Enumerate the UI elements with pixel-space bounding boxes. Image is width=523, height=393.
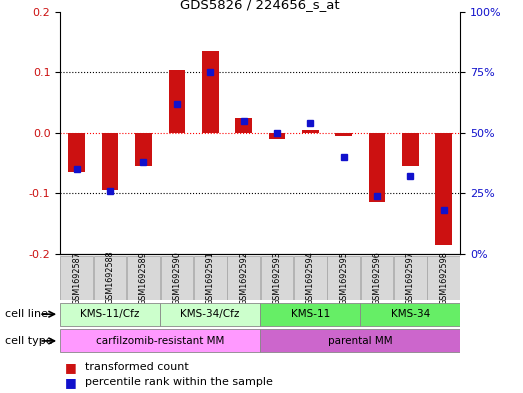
Text: ■: ■	[65, 361, 77, 374]
Bar	[61, 255, 93, 300]
Bar	[427, 255, 460, 300]
Bar	[360, 303, 460, 326]
Bar	[127, 255, 160, 300]
Text: GSM1692596: GSM1692596	[372, 251, 381, 305]
Bar	[260, 329, 460, 353]
Text: GSM1692594: GSM1692594	[306, 251, 315, 305]
Bar	[402, 133, 418, 166]
Bar	[369, 133, 385, 202]
Text: GSM1692591: GSM1692591	[206, 251, 214, 305]
Text: KMS-34/Cfz: KMS-34/Cfz	[180, 309, 240, 319]
Bar	[335, 133, 352, 136]
Text: ■: ■	[65, 376, 77, 389]
Text: GSM1692593: GSM1692593	[272, 251, 281, 305]
Bar	[435, 133, 452, 245]
Bar	[235, 118, 252, 133]
Text: KMS-34: KMS-34	[391, 309, 430, 319]
Text: GSM1692588: GSM1692588	[106, 251, 115, 305]
Text: cell line: cell line	[5, 309, 48, 319]
Text: transformed count: transformed count	[85, 362, 189, 372]
Bar	[168, 70, 185, 133]
Bar	[260, 303, 360, 326]
Bar	[302, 130, 319, 133]
Text: GSM1692590: GSM1692590	[173, 251, 181, 305]
Bar	[294, 255, 326, 300]
Text: GSM1692587: GSM1692587	[72, 251, 81, 305]
Bar	[327, 255, 360, 300]
Text: GSM1692589: GSM1692589	[139, 251, 148, 305]
Text: KMS-11: KMS-11	[291, 309, 330, 319]
Text: GSM1692598: GSM1692598	[439, 251, 448, 305]
Bar	[268, 133, 285, 139]
Bar	[194, 255, 226, 300]
Bar	[94, 255, 127, 300]
Bar	[394, 255, 427, 300]
Text: GSM1692592: GSM1692592	[239, 251, 248, 305]
Text: KMS-11/Cfz: KMS-11/Cfz	[81, 309, 140, 319]
Bar	[60, 329, 260, 353]
Bar	[160, 303, 260, 326]
Bar	[135, 133, 152, 166]
Title: GDS5826 / 224656_s_at: GDS5826 / 224656_s_at	[180, 0, 340, 11]
Text: GSM1692597: GSM1692597	[406, 251, 415, 305]
Bar	[69, 133, 85, 172]
Bar	[161, 255, 193, 300]
Text: GSM1692595: GSM1692595	[339, 251, 348, 305]
Bar	[102, 133, 119, 190]
Bar	[202, 51, 219, 133]
Text: cell type: cell type	[5, 336, 53, 346]
Bar	[360, 255, 393, 300]
Bar	[60, 303, 160, 326]
Bar	[260, 255, 293, 300]
Text: percentile rank within the sample: percentile rank within the sample	[85, 377, 273, 387]
Bar	[227, 255, 260, 300]
Text: parental MM: parental MM	[328, 336, 393, 346]
Text: carfilzomib-resistant MM: carfilzomib-resistant MM	[96, 336, 224, 346]
